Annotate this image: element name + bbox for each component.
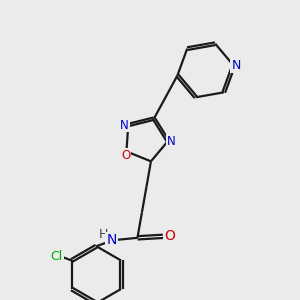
Text: Cl: Cl	[50, 250, 63, 263]
Text: N: N	[167, 135, 176, 148]
Text: N: N	[231, 59, 241, 72]
Text: O: O	[121, 148, 130, 161]
Text: N: N	[106, 232, 116, 247]
Text: O: O	[164, 229, 175, 243]
Text: N: N	[120, 118, 129, 131]
Text: H: H	[99, 228, 108, 241]
